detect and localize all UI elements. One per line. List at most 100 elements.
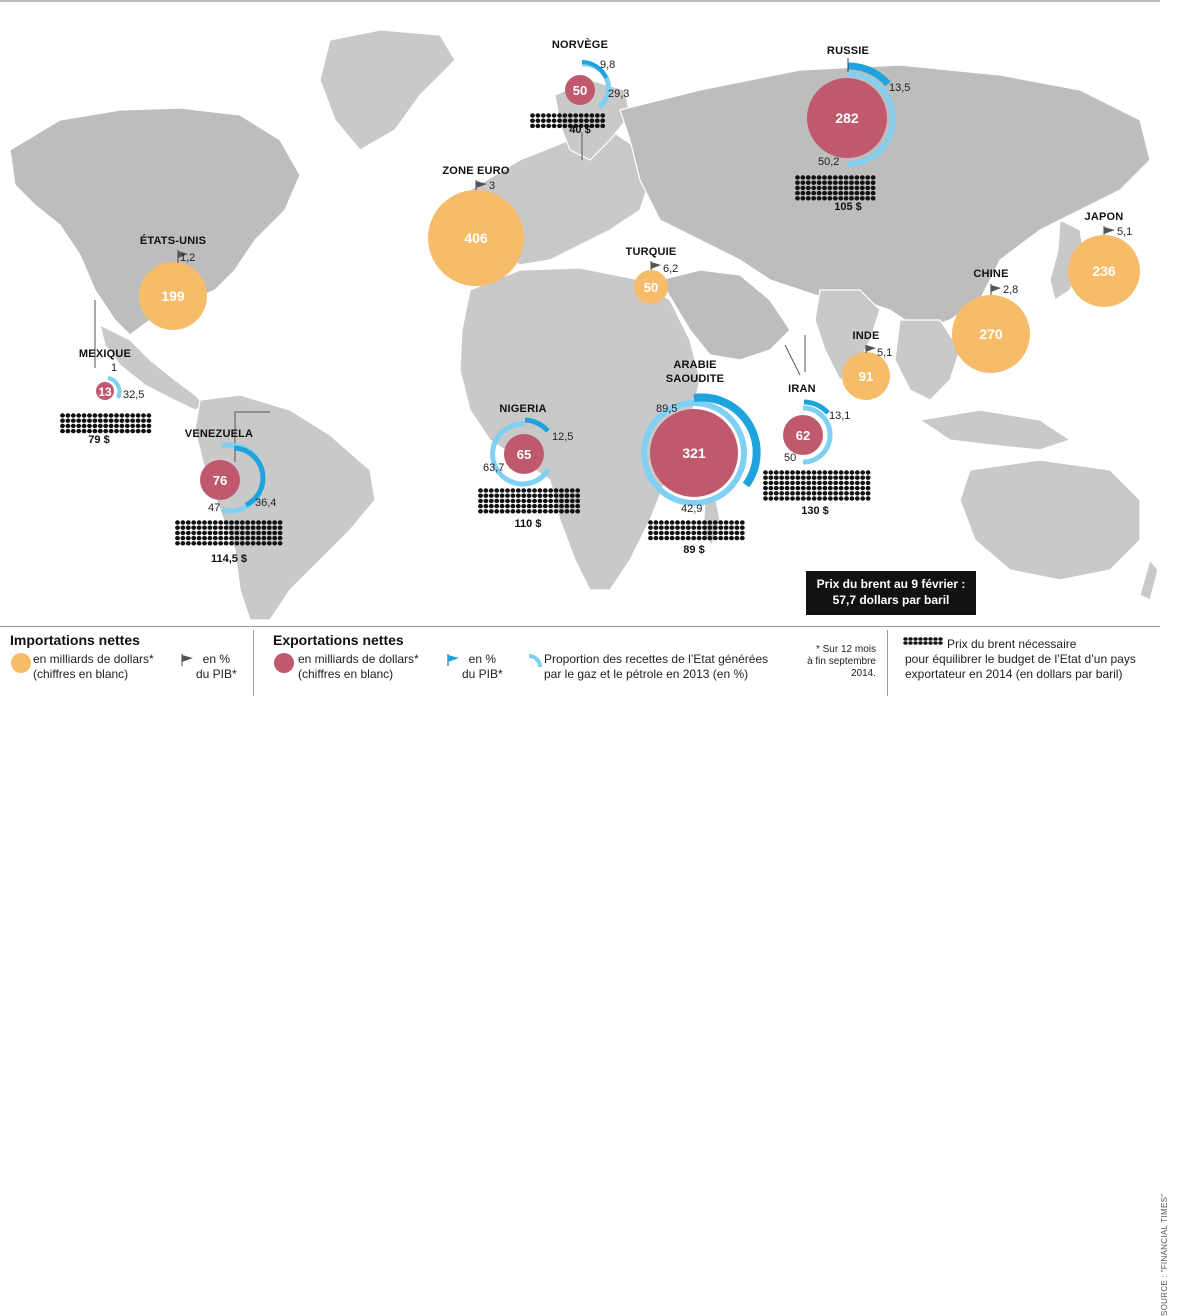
legend-exports-bubble-l1: en milliards de dollars* [298,652,419,666]
barrel-dot [87,413,92,418]
barrel-dot [553,503,559,509]
barrel-dot [702,530,707,536]
barrel-dot [92,423,98,429]
barrel-dot [124,423,130,429]
export-bubble [565,75,595,105]
barrel-dot [245,520,251,525]
exporter-norvege[interactable]: 50 NORVÈGE 9,8 29,3 [552,38,630,109]
country-label: TURQUIE [626,246,677,258]
importer-turquie[interactable]: 50 TURQUIE 6,2 [626,246,679,304]
importer-zone-euro[interactable]: 406 ZONE EURO 3 [428,165,524,286]
barrel-dot [784,485,790,491]
barrel-dot [702,525,707,530]
barrel-dot [860,485,866,491]
barrel-dot [146,413,152,418]
barrel-dot [773,470,779,475]
export-bubble [783,415,823,455]
exporter-nigeria[interactable]: 65 NIGERIA 12,5 63,7 [483,403,573,487]
barrel-dot [146,418,152,423]
barrel-dot [261,541,267,546]
barrel-dot [822,480,828,486]
barrel-dot [811,180,817,185]
barrel-dot [505,503,510,509]
barrel-dot [773,491,779,496]
barrel-dot [739,535,745,541]
barrel-dot [833,470,839,475]
barrel-dot [114,423,119,429]
barrel-dot [266,530,272,536]
barrel-dot [827,485,833,491]
barrel-dot [691,530,697,536]
legend-imports-bubble-l2: (chiffres en blanc) [33,667,129,681]
barrel-dot [854,190,860,196]
exporter-venezuela[interactable]: 76 VENEZUELA 36,4 47 [185,428,277,514]
legend: Importations nettes en milliards de doll… [0,626,1169,1316]
importer-etats-unis[interactable]: 199 ÉTATS-UNIS 1,2 [139,234,207,330]
legend-brent-l2: pour équilibrer le budget de l’Etat d’un… [905,652,1136,666]
middle-east-shape [659,269,791,361]
barrel-dot [180,525,186,530]
revenue-arc [802,405,833,465]
barrel-dot [795,491,801,496]
barrel-dot [575,503,581,509]
barrel-dot [800,470,806,475]
barrel-dot [739,520,745,525]
legend-footnote: * Sur 12 mois à fin septembre 2014. [790,644,876,680]
exporter-russie[interactable]: 282 RUSSIE 13,5 50,2 [807,45,910,168]
legend-footnote-l2: à fin septembre [807,656,876,667]
barrel-dot [816,190,822,196]
legend-brent: Prix du brent nécessaire pour équilibrer… [905,637,1155,682]
brent-price-note: Prix du brent au 9 février : 57,7 dollar… [806,571,976,615]
barrel-dot [97,413,103,418]
legend-imports-gdp: en % du PIB* [196,652,237,682]
barrel-dot [903,637,908,641]
barrel-dot [256,530,261,536]
barrel-dot [483,503,489,509]
barrel-dot [564,493,570,498]
exporter-mexique[interactable]: 13 MEXIQUE 1 32,5 [79,348,144,401]
japan-shape [1049,219,1086,301]
brent-norvege: 40 $ [569,124,590,136]
brent-note-line1: Prix du brent au 9 février : [816,577,966,591]
gdp-arc [847,62,891,87]
exporter-arabie-saoudite[interactable]: 321 ARABIE SAOUDITE 89,5 42,9 [641,359,761,515]
barrel-dot [928,637,933,641]
legend-imports-gdp-l1: en % [202,652,231,666]
barrel-dot [202,530,207,536]
importer-inde[interactable]: 91 INDE 5,1 [842,330,892,400]
barrel-grid-norvege [530,113,606,129]
importer-chine[interactable]: 270 CHINE 2,8 [952,268,1030,373]
barrel-dot [87,428,92,434]
barrel-dot [664,530,670,536]
barrel-dot [811,190,817,196]
barrel-dot [478,488,483,493]
barrel-dot [239,535,245,541]
barrel-dot [832,175,838,180]
barrel-dot [521,503,527,509]
barrel-dot [648,530,653,536]
indonesia-shape [918,409,1072,451]
barrel-dot [234,520,240,525]
barrel-dot [266,525,272,530]
barrel-dot [277,525,283,530]
gdp-value: 42,9 [681,503,702,515]
barrel-dot [569,493,575,498]
barrel-dot [245,525,251,530]
importer-japon[interactable]: 236 JAPON 5,1 [1068,211,1140,307]
barrel-dot [535,123,541,129]
barrel-dot [817,475,822,480]
barrel-dot [718,520,724,525]
barrel-dot [575,509,581,514]
barrel-dot [76,423,82,429]
barrel-dot [185,530,191,536]
barrel-dot [779,491,785,496]
barrel-dot [557,113,562,118]
barrel-dot [600,118,606,123]
barrel-dot [859,175,865,180]
barrel-dot [589,123,595,129]
exporter-iran[interactable]: 62 IRAN 13,1 50 [783,383,850,465]
barrel-dot [196,535,202,541]
barrel-dot [779,485,785,491]
barrel-dot [844,496,849,501]
barrel-dot [562,123,568,129]
